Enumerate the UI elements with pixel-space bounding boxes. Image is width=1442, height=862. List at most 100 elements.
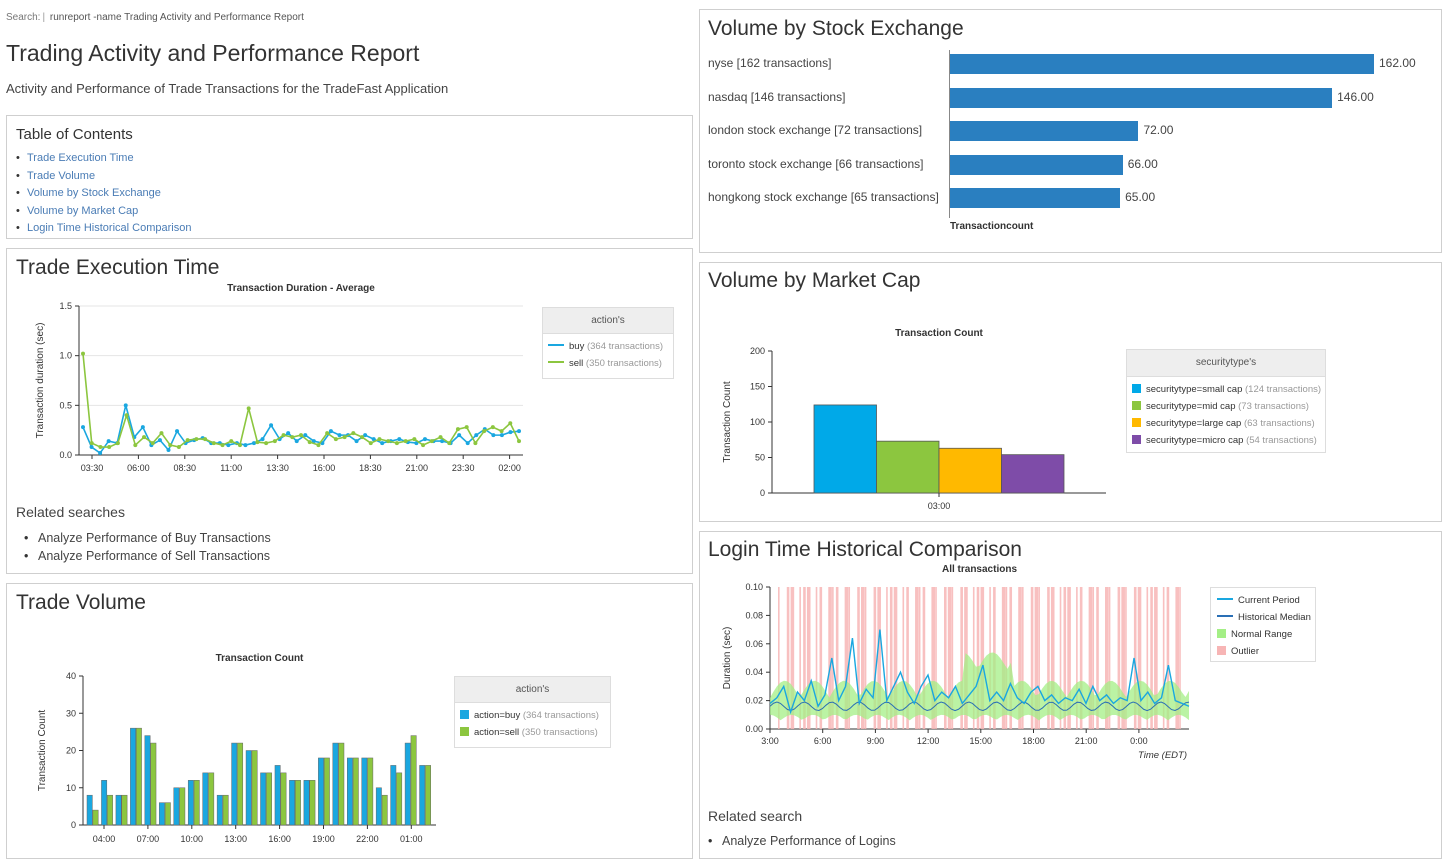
x-tick-label: 16:00 bbox=[313, 463, 336, 473]
outlier-band bbox=[1096, 587, 1099, 729]
bar-value-label: 66.00 bbox=[1127, 156, 1158, 171]
login-legend: Current Period Historical Median Normal … bbox=[1210, 587, 1316, 662]
toc-link-volume-by-stock-exchange[interactable]: Volume by Stock Exchange bbox=[16, 185, 191, 203]
toc-link-trade-volume[interactable]: Trade Volume bbox=[16, 168, 191, 186]
legend-item-historical-median[interactable]: Historical Median bbox=[1217, 609, 1315, 626]
data-point-sell bbox=[517, 439, 521, 444]
legend-item-buy[interactable]: buy (364 transactions) bbox=[548, 338, 673, 355]
outlier-band bbox=[1105, 587, 1109, 729]
data-point-sell bbox=[421, 443, 426, 448]
data-point-buy bbox=[371, 437, 376, 442]
data-point-sell bbox=[150, 441, 155, 446]
toc-link-volume-by-market-cap[interactable]: Volume by Market Cap bbox=[16, 203, 191, 221]
exchange-bar[interactable] bbox=[950, 154, 1123, 175]
bar-action=buy bbox=[361, 757, 368, 826]
outlier-band bbox=[1125, 587, 1127, 729]
toc-link-trade-execution-time[interactable]: Trade Execution Time bbox=[16, 150, 191, 168]
bar-value-label: 162.00 bbox=[1379, 56, 1416, 70]
data-point-sell bbox=[115, 441, 120, 446]
search-command[interactable]: runreport -name Trading Activity and Per… bbox=[49, 12, 304, 23]
toc-link-login-time-historical-comparison[interactable]: Login Time Historical Comparison bbox=[16, 220, 191, 238]
bar-action=buy bbox=[159, 802, 165, 826]
y-tick-label: 0.10 bbox=[745, 582, 763, 592]
bar-action=sell bbox=[381, 794, 388, 826]
y-tick-label: 0.5 bbox=[59, 400, 72, 410]
outlier-band bbox=[877, 587, 881, 729]
outlier-band bbox=[1005, 587, 1008, 729]
data-point-buy bbox=[491, 433, 496, 438]
outlier-band bbox=[1088, 587, 1093, 729]
related-search-logins[interactable]: Analyze Performance of Logins bbox=[700, 832, 896, 850]
sell-swatch bbox=[460, 727, 469, 736]
data-point-buy bbox=[508, 430, 513, 435]
outlier-band bbox=[1067, 587, 1071, 729]
bar-action=buy bbox=[173, 787, 180, 826]
bar-value-label: 65.00 bbox=[1125, 190, 1156, 204]
legend-item-outlier[interactable]: Outlier bbox=[1217, 643, 1315, 660]
search-bar[interactable]: Search: | runreport -name Trading Activit… bbox=[6, 12, 304, 23]
data-point-sell bbox=[255, 440, 260, 445]
related-search-sell[interactable]: Analyze Performance of Sell Transactions bbox=[16, 547, 271, 565]
y-axis-label: Duration (sec) bbox=[722, 627, 733, 690]
exchange-bar[interactable] bbox=[950, 54, 1374, 74]
bar-action=buy bbox=[101, 780, 108, 826]
y-tick-label: 0.0 bbox=[59, 450, 72, 460]
report-description: Activity and Performance of Trade Transa… bbox=[6, 81, 449, 96]
market-cap-chart: Transaction Count 0 50 100 150 200 Transaction… bbox=[722, 328, 1106, 511]
legend-title: action's bbox=[543, 308, 673, 334]
bar-category-label: nyse [162 transactions] bbox=[708, 56, 832, 70]
legend-item-small-cap[interactable]: securitytype=small cap (124 transactions… bbox=[1132, 381, 1325, 398]
bar-action=buy bbox=[404, 742, 411, 826]
legend-item-sell[interactable]: sell (350 transactions) bbox=[548, 355, 673, 372]
outlier-band bbox=[1018, 587, 1022, 729]
legend-item-micro-cap[interactable]: securitytype=micro cap (54 transactions) bbox=[1132, 432, 1325, 449]
toc-panel: Table of Contents Trade Execution Time T… bbox=[6, 115, 693, 239]
bar-action=sell bbox=[425, 765, 431, 826]
exchange-bar[interactable] bbox=[950, 188, 1121, 208]
outlier-band bbox=[864, 587, 867, 729]
exchange-bar[interactable] bbox=[950, 121, 1139, 141]
trade-volume-panel: Trade Volume Transaction Count 0 10 20 30 40 T… bbox=[6, 583, 693, 859]
outlier-band bbox=[1154, 587, 1158, 729]
legend-item-large-cap[interactable]: securitytype=large cap (63 transactions) bbox=[1132, 415, 1325, 432]
bar-action=sell bbox=[135, 727, 142, 826]
legend-item-normal-range[interactable]: Normal Range bbox=[1217, 626, 1315, 643]
x-tick-label: 23:30 bbox=[452, 463, 475, 473]
exec-chart: Transaction Duration - Average 0.0 0.5 1.0 1… bbox=[35, 283, 523, 473]
data-point-buy bbox=[422, 437, 427, 442]
data-point-sell bbox=[124, 413, 129, 418]
legend-item-name: action=buy bbox=[474, 710, 521, 721]
legend-title: action's bbox=[455, 677, 610, 703]
micro-cap-swatch bbox=[1132, 435, 1141, 444]
data-point-buy bbox=[251, 441, 256, 446]
bar-category-label: london stock exchange [72 transactions] bbox=[708, 123, 923, 137]
related-search-buy[interactable]: Analyze Performance of Buy Transactions bbox=[16, 529, 271, 547]
bar-value-label: 146.00 bbox=[1337, 89, 1374, 104]
legend-item-current-period[interactable]: Current Period bbox=[1217, 592, 1315, 609]
x-tick-label: 6:00 bbox=[814, 736, 832, 746]
exchange-bar[interactable] bbox=[950, 87, 1333, 108]
data-point-buy bbox=[474, 433, 479, 438]
data-point-sell bbox=[490, 425, 495, 430]
legend-item-action-sell[interactable]: action=sell (350 transactions) bbox=[460, 724, 610, 741]
data-point-buy bbox=[166, 448, 171, 453]
data-point-buy bbox=[81, 425, 85, 430]
outlier-band bbox=[1030, 587, 1034, 729]
bar-category-label: toronto stock exchange [66 transactions] bbox=[708, 156, 924, 171]
y-tick-label: 0.06 bbox=[745, 639, 763, 649]
volume-legend: action's action=buy (364 transactions) a… bbox=[454, 676, 611, 748]
bar-value-label: 72.00 bbox=[1143, 123, 1174, 137]
legend-item-mid-cap[interactable]: securitytype=mid cap (73 transactions) bbox=[1132, 398, 1325, 415]
buy-swatch bbox=[548, 344, 564, 346]
bar-action=buy bbox=[289, 780, 296, 826]
search-separator: | bbox=[42, 12, 46, 23]
bar-action=buy bbox=[231, 742, 238, 826]
y-tick-label: 0.02 bbox=[745, 696, 763, 706]
data-point-sell bbox=[307, 440, 312, 445]
bar-action=sell bbox=[309, 780, 316, 826]
y-axis-label: Transaction Count bbox=[722, 381, 733, 463]
bar-action=sell bbox=[92, 809, 99, 826]
legend-item-action-buy[interactable]: action=buy (364 transactions) bbox=[460, 707, 610, 724]
outlier-band bbox=[1162, 587, 1165, 729]
outlier-band bbox=[828, 587, 832, 729]
